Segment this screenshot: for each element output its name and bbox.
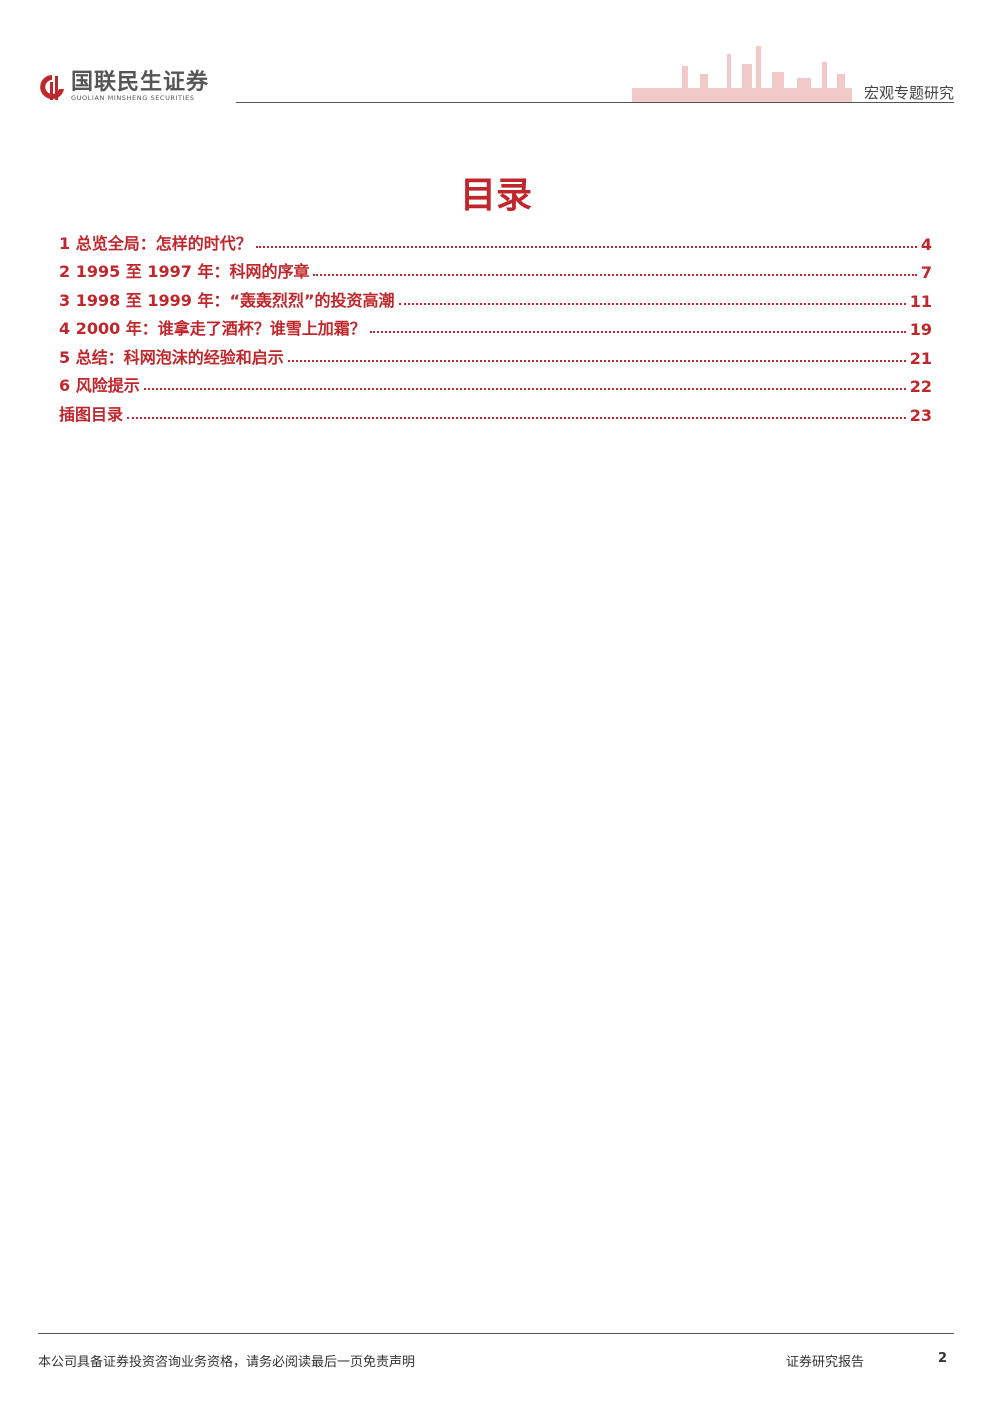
table-of-contents: 1 总览全局：怎样的时代？ 4 2 1995 至 1997 年：科网的序章 7 3 … (59, 225, 932, 425)
report-type-label: 宏观专题研究 (863, 84, 954, 102)
toc-entry[interactable]: 1 总览全局：怎样的时代？ 4 (59, 225, 932, 254)
toc-entry-label: 4 2000 年：谁拿走了酒杯？谁雪上加霜？ (59, 319, 366, 338)
footer-divider (38, 1333, 954, 1334)
toc-entry-label: 插图目录 (59, 404, 124, 424)
company-logo: 国联民生证券 GUOLIAN MINSHENG SECURITIES (37, 72, 209, 102)
toc-entry-page: 11 (909, 291, 932, 311)
toc-leader-dots (313, 274, 917, 276)
footer-disclaimer: 本公司具备证券投资咨询业务资格，请务必阅读最后一页免责声明 (38, 1355, 416, 1370)
toc-entry-label: 5 总结：科网泡沫的经验和启示 (59, 347, 284, 367)
toc-entry-page: 22 (909, 377, 932, 396)
toc-entry-page: 23 (909, 405, 932, 425)
toc-entry-page: 21 (909, 348, 932, 368)
toc-entry-label: 3 1998 至 1999 年：“轰轰烈烈”的投资高潮 (59, 290, 395, 310)
toc-entry-page: 4 (920, 234, 932, 254)
toc-leader-dots (398, 302, 906, 305)
footer-doc-type: 证券研究报告 (786, 1355, 865, 1370)
toc-leader-dots (287, 359, 906, 362)
toc-entry-page: 7 (920, 263, 932, 282)
toc-entry-label: 1 总览全局：怎样的时代？ (59, 233, 252, 253)
header-divider (236, 102, 954, 103)
toc-entry-label: 2 1995 至 1997 年：科网的序章 (59, 262, 310, 281)
toc-leader-dots (127, 416, 906, 419)
logo-chinese-name: 国联民生证券 (71, 70, 210, 95)
logo-english-name: GUOLIAN MINSHENG SECURITIES (71, 94, 195, 102)
page-number: 2 (938, 1351, 948, 1366)
toc-entry-label: 6 风险提示 (59, 376, 140, 395)
toc-entry[interactable]: 5 总结：科网泡沫的经验和启示 21 (59, 339, 932, 368)
logo-mark-icon (37, 72, 67, 102)
toc-entry[interactable]: 6 风险提示 22 (59, 368, 932, 396)
toc-leader-dots (369, 331, 906, 333)
toc-leader-dots (255, 245, 917, 248)
toc-entry[interactable]: 2 1995 至 1997 年：科网的序章 7 (59, 254, 932, 282)
toc-entry-page: 19 (909, 320, 932, 339)
toc-leader-dots (143, 388, 906, 390)
page-title: 目录 (459, 175, 532, 216)
toc-entry[interactable]: 3 1998 至 1999 年：“轰轰烈烈”的投资高潮 11 (59, 282, 932, 311)
city-skyline-decoration (632, 46, 852, 102)
toc-entry[interactable]: 插图目录 23 (59, 396, 932, 425)
toc-entry[interactable]: 4 2000 年：谁拿走了酒杯？谁雪上加霜？ 19 (59, 311, 932, 339)
